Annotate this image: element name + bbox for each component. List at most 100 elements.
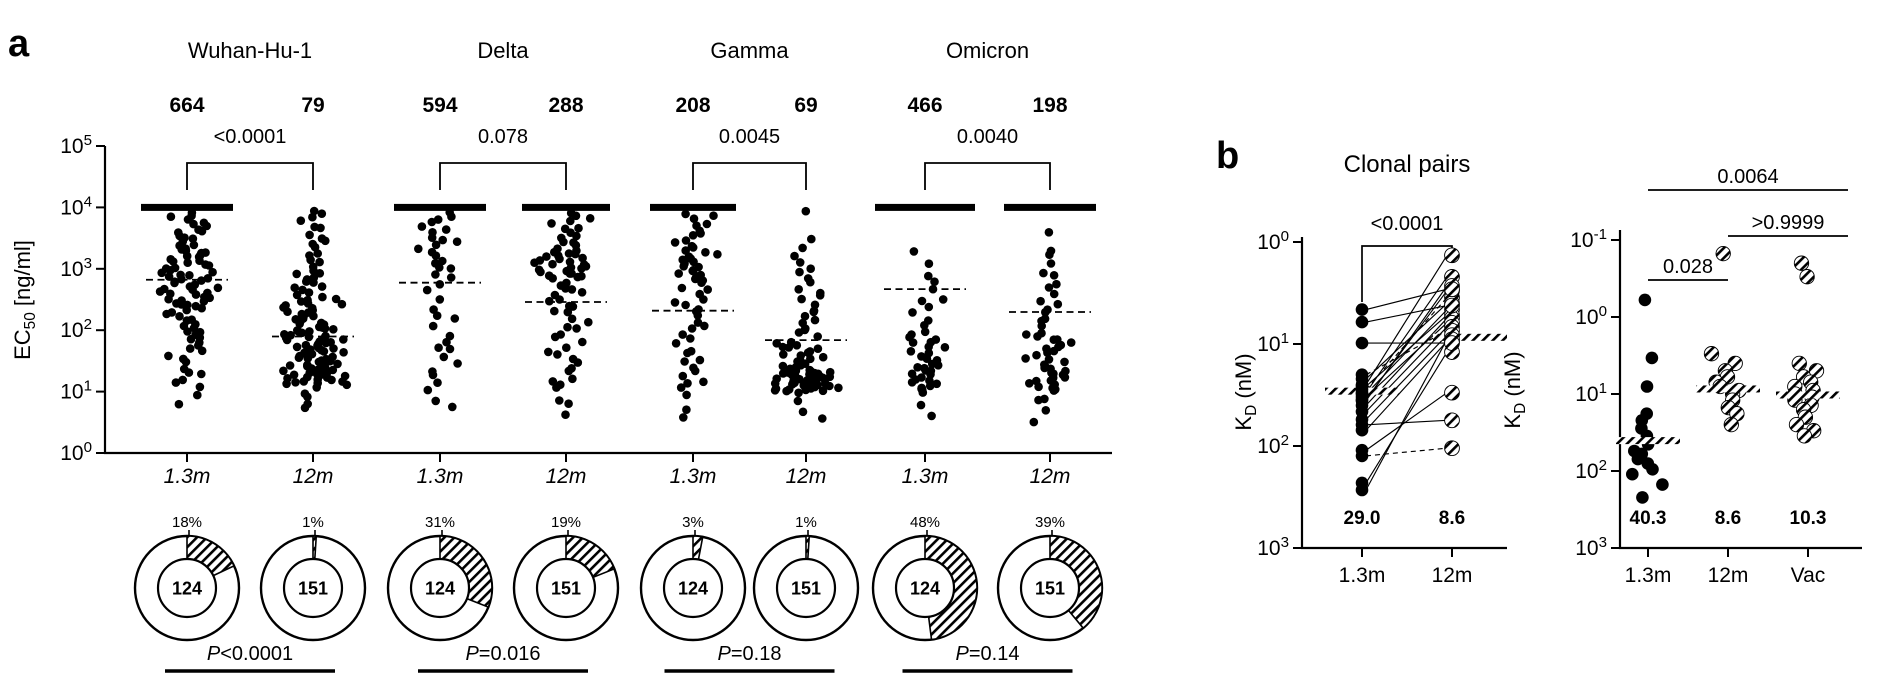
data-point bbox=[1044, 355, 1054, 364]
data-point bbox=[315, 257, 324, 267]
data-point-12m-hatched bbox=[1444, 440, 1460, 457]
geomean-value-stippled: 79 bbox=[301, 94, 324, 117]
data-point bbox=[181, 244, 190, 253]
data-point bbox=[564, 399, 573, 409]
data-point bbox=[439, 352, 449, 362]
data-point bbox=[300, 389, 310, 399]
geomean-hatched-line bbox=[1696, 385, 1760, 393]
data-point-12m-hatched bbox=[1444, 247, 1460, 264]
data-point bbox=[417, 222, 427, 231]
geomean-value-stippled: 8.6 bbox=[1439, 508, 1465, 529]
variant-title: Delta bbox=[477, 38, 529, 63]
data-point bbox=[671, 339, 681, 348]
data-point bbox=[813, 332, 822, 341]
pair-connector-line bbox=[1365, 254, 1448, 385]
data-point bbox=[446, 264, 456, 273]
data-point bbox=[794, 388, 803, 398]
data-point bbox=[703, 285, 712, 294]
data-point bbox=[438, 256, 447, 266]
data-point bbox=[567, 364, 576, 373]
panel-a-donut-charts: 124 18% 151 1% 124 31% 151 19% 124 3% 151 1% 124 48% 1… bbox=[133, 514, 1104, 673]
donut-percent-label: 48% bbox=[910, 514, 940, 531]
data-point bbox=[166, 289, 175, 299]
pair-connector-line bbox=[1365, 288, 1448, 311]
significance-bracket bbox=[1361, 245, 1453, 302]
data-point bbox=[166, 254, 175, 264]
data-point bbox=[422, 285, 432, 295]
data-point bbox=[339, 348, 348, 357]
p-value-label: >0.9999 bbox=[1752, 212, 1825, 234]
geomean-value-stippled: 664 bbox=[169, 94, 204, 117]
donut-p-value-label: P<0.0001 bbox=[207, 643, 293, 665]
data-point bbox=[906, 347, 916, 356]
y-axis-tick-label: 104 bbox=[60, 193, 92, 219]
y-axis-tick-label: 103 bbox=[1575, 534, 1607, 560]
data-point bbox=[302, 275, 312, 284]
data-point bbox=[567, 285, 577, 294]
data-point bbox=[695, 289, 704, 299]
data-point bbox=[681, 209, 690, 219]
data-point bbox=[177, 296, 186, 305]
data-point bbox=[285, 361, 295, 370]
data-point bbox=[1066, 338, 1076, 347]
variant-title: Gamma bbox=[710, 38, 789, 63]
data-point bbox=[568, 354, 578, 364]
pair-connector-line bbox=[1365, 392, 1448, 451]
data-point bbox=[1638, 293, 1652, 307]
data-point bbox=[1029, 417, 1039, 427]
y-axis-tick-label: 10-1 bbox=[1570, 226, 1607, 252]
data-point bbox=[1049, 271, 1059, 280]
geomean-value-stippled: 594 bbox=[422, 94, 457, 117]
x-axis-tick-label: 12m bbox=[786, 465, 827, 488]
x-axis-tick-label: 1.3m bbox=[902, 465, 949, 488]
data-point bbox=[1025, 379, 1034, 388]
data-point bbox=[560, 224, 570, 234]
data-point bbox=[1626, 467, 1639, 481]
censored-limit-bar bbox=[141, 203, 233, 211]
donut-center-count: 151 bbox=[298, 579, 328, 599]
significance-bracket bbox=[186, 162, 314, 190]
data-point-1-3m bbox=[1355, 449, 1369, 463]
data-point bbox=[700, 321, 709, 331]
data-point-12m-hatched bbox=[1444, 297, 1460, 314]
data-point bbox=[681, 246, 690, 255]
data-point bbox=[568, 374, 577, 384]
data-point bbox=[326, 338, 336, 347]
pair-connector-line bbox=[1365, 339, 1448, 491]
geomean-value-stippled: 288 bbox=[548, 94, 583, 117]
data-point bbox=[160, 284, 169, 294]
data-point bbox=[279, 366, 288, 376]
geomean-value-stippled: 198 bbox=[1032, 94, 1067, 117]
p-value-label: <0.0001 bbox=[1371, 213, 1444, 235]
donut-percent-label: 39% bbox=[1035, 514, 1065, 531]
data-point bbox=[683, 379, 692, 388]
data-point bbox=[1044, 228, 1054, 237]
donut-percent-label: 3% bbox=[682, 514, 704, 531]
y-axis-tick-label: 101 bbox=[60, 378, 92, 404]
y-axis-tick-label: 100 bbox=[60, 439, 92, 465]
pair-connector-line bbox=[1365, 340, 1448, 431]
y-axis-tick-label: 100 bbox=[1575, 303, 1607, 329]
data-point bbox=[709, 211, 718, 220]
x-axis-tick-label: 1.3m bbox=[1339, 564, 1386, 587]
data-point bbox=[1032, 350, 1041, 360]
data-point bbox=[584, 317, 593, 327]
data-point bbox=[547, 219, 556, 228]
data-point bbox=[434, 343, 443, 353]
data-point bbox=[796, 351, 806, 360]
data-point bbox=[561, 410, 570, 420]
data-point bbox=[924, 316, 933, 325]
data-point bbox=[197, 346, 207, 356]
data-point bbox=[677, 283, 687, 293]
data-point bbox=[687, 324, 697, 333]
donut-inner-ring bbox=[535, 557, 597, 619]
data-point bbox=[918, 388, 928, 397]
data-point bbox=[431, 259, 440, 268]
donut-percent-label: 18% bbox=[172, 514, 202, 531]
pair-connector-line bbox=[1365, 314, 1448, 387]
geomean-value-stippled: 40.3 bbox=[1630, 508, 1667, 529]
data-point bbox=[933, 361, 943, 370]
data-point bbox=[701, 248, 710, 257]
data-point bbox=[682, 405, 691, 415]
geomean-value-stippled: 10.3 bbox=[1790, 508, 1827, 529]
